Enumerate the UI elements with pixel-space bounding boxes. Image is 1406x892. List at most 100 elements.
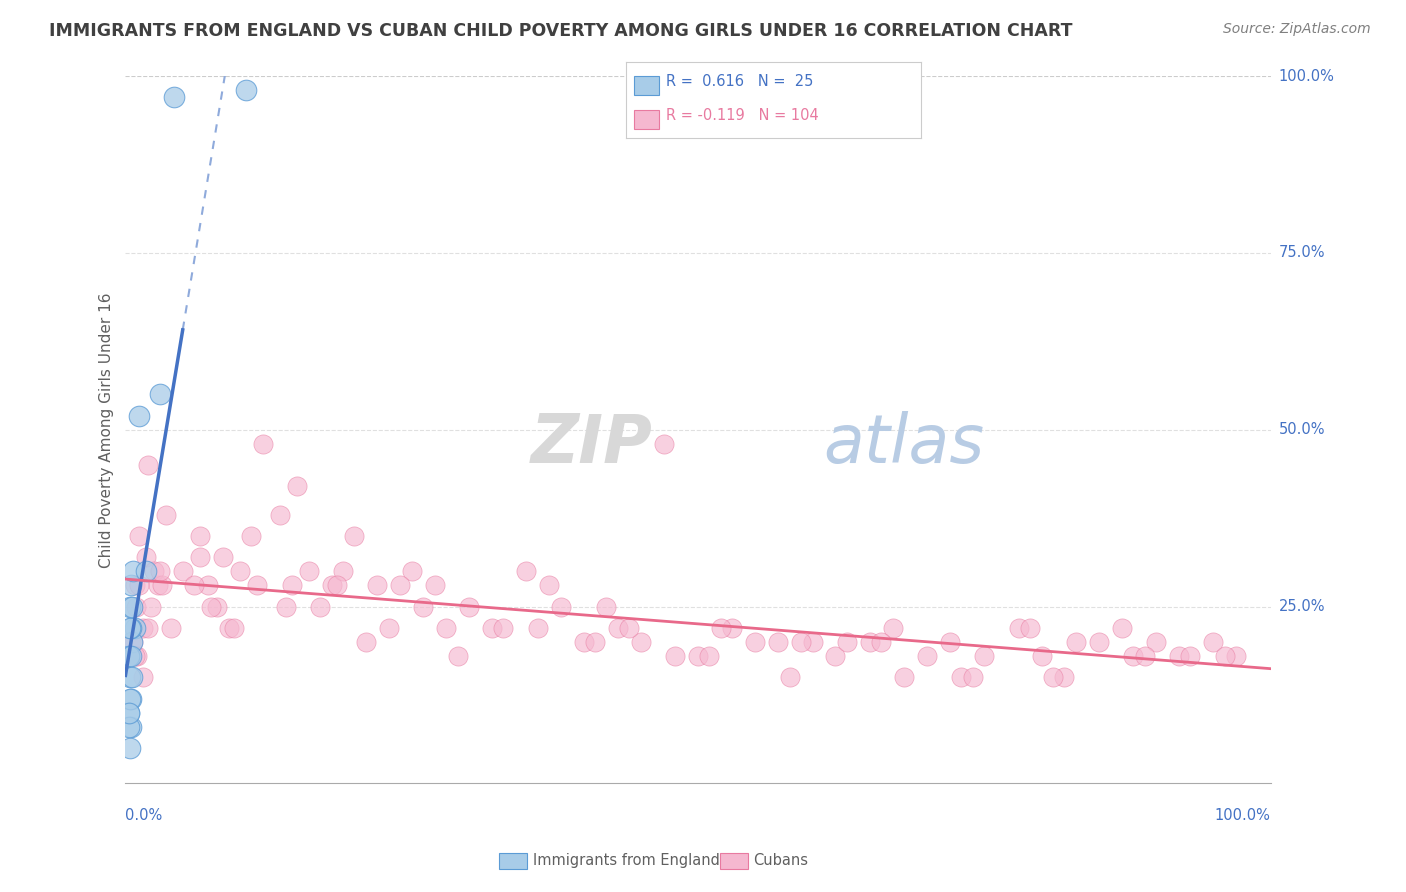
- Point: [389, 578, 412, 592]
- Point: [481, 621, 503, 635]
- Point: [630, 635, 652, 649]
- Point: [1019, 621, 1042, 635]
- Point: [1122, 649, 1144, 664]
- Point: [699, 649, 721, 664]
- Point: [235, 83, 257, 97]
- Point: [200, 599, 222, 614]
- Point: [412, 599, 434, 614]
- Point: [492, 621, 515, 635]
- Point: [790, 635, 813, 649]
- Point: [120, 635, 142, 649]
- Point: [135, 564, 157, 578]
- Point: [285, 479, 308, 493]
- Point: [378, 621, 401, 635]
- Point: [354, 635, 377, 649]
- Point: [149, 564, 172, 578]
- Point: [1133, 649, 1156, 664]
- Point: [128, 578, 150, 592]
- Point: [138, 458, 160, 472]
- Point: [125, 599, 148, 614]
- Point: [515, 564, 537, 578]
- Point: [218, 621, 240, 635]
- Point: [321, 578, 343, 592]
- Point: [1007, 621, 1029, 635]
- Point: [1031, 649, 1053, 664]
- Point: [686, 649, 709, 664]
- Point: [205, 599, 228, 614]
- Point: [721, 621, 744, 635]
- Point: [458, 599, 481, 614]
- Text: atlas: atlas: [824, 411, 984, 477]
- Point: [149, 387, 172, 401]
- Point: [434, 621, 457, 635]
- Point: [824, 649, 846, 664]
- Text: Cubans: Cubans: [754, 854, 808, 868]
- Point: [240, 529, 263, 543]
- Point: [538, 578, 561, 592]
- Point: [401, 564, 423, 578]
- Point: [744, 635, 766, 649]
- Point: [146, 578, 169, 592]
- Point: [973, 649, 995, 664]
- Text: ZIP: ZIP: [530, 411, 652, 477]
- Point: [583, 635, 606, 649]
- Text: R = -0.119   N = 104: R = -0.119 N = 104: [666, 108, 820, 123]
- Point: [120, 578, 142, 592]
- Point: [366, 578, 388, 592]
- Point: [121, 599, 143, 614]
- Point: [131, 670, 153, 684]
- Point: [526, 621, 548, 635]
- Point: [1225, 649, 1247, 664]
- Point: [118, 706, 141, 720]
- Text: Source: ZipAtlas.com: Source: ZipAtlas.com: [1223, 22, 1371, 37]
- Point: [150, 578, 173, 592]
- Point: [211, 550, 233, 565]
- Point: [155, 508, 177, 522]
- Point: [950, 670, 973, 684]
- Point: [118, 599, 141, 614]
- Point: [246, 578, 269, 592]
- Point: [118, 649, 141, 664]
- Point: [188, 550, 211, 565]
- Text: 25.0%: 25.0%: [1279, 599, 1326, 614]
- Point: [118, 649, 141, 664]
- Point: [224, 621, 246, 635]
- Point: [1144, 635, 1167, 649]
- Point: [1042, 670, 1064, 684]
- Point: [915, 649, 938, 664]
- Point: [446, 649, 468, 664]
- Text: Immigrants from England: Immigrants from England: [533, 854, 720, 868]
- Point: [1064, 635, 1087, 649]
- Point: [619, 621, 641, 635]
- Point: [343, 529, 366, 543]
- Point: [118, 720, 141, 734]
- Point: [550, 599, 572, 614]
- Point: [859, 635, 882, 649]
- Text: 100.0%: 100.0%: [1279, 69, 1334, 84]
- Point: [118, 691, 141, 706]
- Text: 0.0%: 0.0%: [125, 808, 163, 823]
- Point: [332, 564, 354, 578]
- Point: [1202, 635, 1225, 649]
- Point: [120, 649, 142, 664]
- Point: [1111, 621, 1133, 635]
- Point: [280, 578, 302, 592]
- Point: [309, 599, 332, 614]
- Point: [135, 550, 157, 565]
- Point: [1053, 670, 1076, 684]
- Point: [766, 635, 789, 649]
- Point: [143, 564, 166, 578]
- Point: [326, 578, 349, 592]
- Point: [125, 649, 148, 664]
- Point: [139, 599, 162, 614]
- Point: [269, 508, 291, 522]
- Point: [779, 670, 801, 684]
- Point: [138, 621, 160, 635]
- Point: [172, 564, 194, 578]
- Point: [423, 578, 446, 592]
- Point: [710, 621, 733, 635]
- Text: 100.0%: 100.0%: [1215, 808, 1271, 823]
- Point: [801, 635, 824, 649]
- Point: [118, 706, 141, 720]
- Point: [870, 635, 893, 649]
